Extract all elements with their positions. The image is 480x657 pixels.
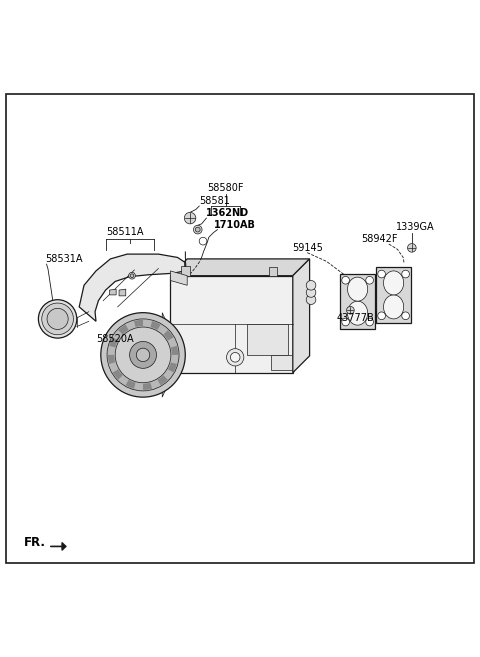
Ellipse shape bbox=[348, 277, 368, 301]
Polygon shape bbox=[118, 325, 129, 334]
Circle shape bbox=[366, 318, 373, 326]
Text: 1710AB: 1710AB bbox=[214, 219, 255, 229]
Polygon shape bbox=[171, 346, 178, 355]
Polygon shape bbox=[168, 363, 177, 373]
Circle shape bbox=[136, 348, 150, 361]
Circle shape bbox=[195, 227, 200, 232]
Circle shape bbox=[129, 273, 135, 279]
Polygon shape bbox=[170, 271, 187, 285]
Text: 58942F: 58942F bbox=[361, 234, 397, 244]
Polygon shape bbox=[113, 369, 123, 380]
Polygon shape bbox=[170, 276, 293, 373]
Circle shape bbox=[38, 300, 77, 338]
Polygon shape bbox=[157, 375, 168, 385]
Polygon shape bbox=[162, 313, 170, 397]
Circle shape bbox=[42, 303, 73, 334]
Bar bbox=[340, 273, 375, 328]
Circle shape bbox=[342, 277, 349, 284]
Circle shape bbox=[107, 319, 179, 391]
Polygon shape bbox=[269, 267, 277, 276]
Circle shape bbox=[378, 270, 385, 278]
Polygon shape bbox=[108, 355, 115, 364]
Ellipse shape bbox=[384, 271, 404, 295]
Text: 58580F: 58580F bbox=[207, 183, 244, 193]
Polygon shape bbox=[79, 254, 185, 321]
Polygon shape bbox=[66, 310, 74, 328]
Ellipse shape bbox=[348, 301, 368, 325]
Circle shape bbox=[306, 295, 316, 304]
Polygon shape bbox=[163, 330, 173, 340]
Circle shape bbox=[402, 312, 409, 319]
Polygon shape bbox=[293, 259, 310, 373]
Polygon shape bbox=[109, 289, 116, 295]
Circle shape bbox=[408, 244, 416, 252]
Text: 1362ND: 1362ND bbox=[206, 208, 250, 218]
Circle shape bbox=[130, 274, 134, 277]
Text: 1339GA: 1339GA bbox=[396, 223, 434, 233]
Circle shape bbox=[342, 318, 349, 326]
Polygon shape bbox=[170, 259, 310, 276]
Circle shape bbox=[347, 306, 354, 314]
Polygon shape bbox=[109, 338, 118, 348]
Circle shape bbox=[402, 270, 409, 278]
Ellipse shape bbox=[384, 295, 404, 319]
Circle shape bbox=[227, 349, 244, 366]
Text: 58531A: 58531A bbox=[46, 254, 83, 264]
Polygon shape bbox=[271, 355, 292, 370]
Text: FR.: FR. bbox=[24, 536, 46, 549]
Circle shape bbox=[47, 308, 68, 329]
Text: 58511A: 58511A bbox=[106, 227, 144, 237]
Circle shape bbox=[378, 312, 385, 319]
Polygon shape bbox=[119, 289, 126, 296]
Polygon shape bbox=[125, 380, 135, 389]
Text: 58581: 58581 bbox=[199, 196, 230, 206]
Circle shape bbox=[306, 288, 316, 298]
Polygon shape bbox=[134, 320, 143, 327]
Text: 59145: 59145 bbox=[292, 242, 323, 253]
Polygon shape bbox=[143, 383, 152, 390]
Circle shape bbox=[193, 225, 202, 234]
Circle shape bbox=[306, 281, 316, 290]
Circle shape bbox=[366, 277, 373, 284]
Circle shape bbox=[184, 212, 196, 224]
Bar bbox=[376, 267, 411, 323]
Circle shape bbox=[101, 313, 185, 397]
Polygon shape bbox=[181, 266, 190, 276]
Polygon shape bbox=[151, 321, 160, 330]
Text: 58520A: 58520A bbox=[96, 334, 133, 344]
Circle shape bbox=[130, 342, 156, 369]
Circle shape bbox=[230, 353, 240, 362]
Polygon shape bbox=[247, 324, 288, 355]
Circle shape bbox=[115, 327, 171, 383]
Text: 43777B: 43777B bbox=[336, 313, 374, 323]
